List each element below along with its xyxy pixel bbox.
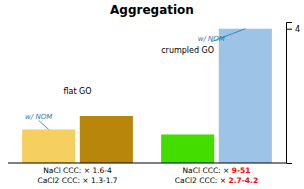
annotation: w/ NOM bbox=[198, 35, 225, 43]
bar bbox=[80, 116, 133, 163]
y-axis-line bbox=[287, 23, 293, 164]
group-label-part: CaCl2 CCC: × 1.3-1.7 bbox=[37, 176, 117, 185]
bars bbox=[22, 29, 272, 163]
group-label-part: 9-51 bbox=[232, 166, 251, 175]
title: Aggregation bbox=[110, 3, 194, 17]
y-tick: 4 bbox=[286, 25, 300, 34]
annotation: crumpled GO bbox=[161, 46, 214, 55]
group-label: NaCl CCC: × 9-51 bbox=[183, 166, 251, 175]
plot: 4 w/ NOM w/ NOM flat GO crumpled GO bbox=[8, 23, 300, 164]
annotation: w/ NOM bbox=[25, 113, 52, 121]
group-labels: NaCl CCC: × 1.6-4CaCl2 CCC: × 1.3-1.7 NaC… bbox=[37, 166, 258, 185]
annotations: w/ NOM w/ NOM flat GO crumpled GO bbox=[25, 29, 245, 130]
chart: Aggregation 4 w/ NOM w/ NOM flat GO crumpled … bbox=[0, 0, 304, 189]
group-label-part: NaCl CCC: × bbox=[183, 166, 232, 175]
x-axis bbox=[8, 163, 286, 164]
y-tick-line bbox=[286, 29, 292, 30]
group-label-part: CaCl2 CCC: × bbox=[175, 176, 229, 185]
group-label: CaCl2 CCC: × 1.3-1.7 bbox=[37, 176, 117, 185]
annotation: flat GO bbox=[63, 87, 91, 96]
group-label-part: NaCl CCC: × 1.6-4 bbox=[43, 166, 112, 175]
bar bbox=[161, 134, 214, 163]
annotation-line bbox=[39, 120, 49, 129]
y-tick-label: 4 bbox=[295, 25, 300, 34]
bar bbox=[219, 29, 272, 163]
group-label: NaCl CCC: × 1.6-4 bbox=[43, 166, 112, 175]
group-label-part: 2.7-4.2 bbox=[228, 176, 258, 185]
x-axis-line bbox=[8, 163, 286, 164]
bar bbox=[22, 129, 75, 163]
group-label: CaCl2 CCC: × 2.7-4.2 bbox=[175, 176, 258, 185]
y-axis: 4 bbox=[286, 23, 300, 164]
